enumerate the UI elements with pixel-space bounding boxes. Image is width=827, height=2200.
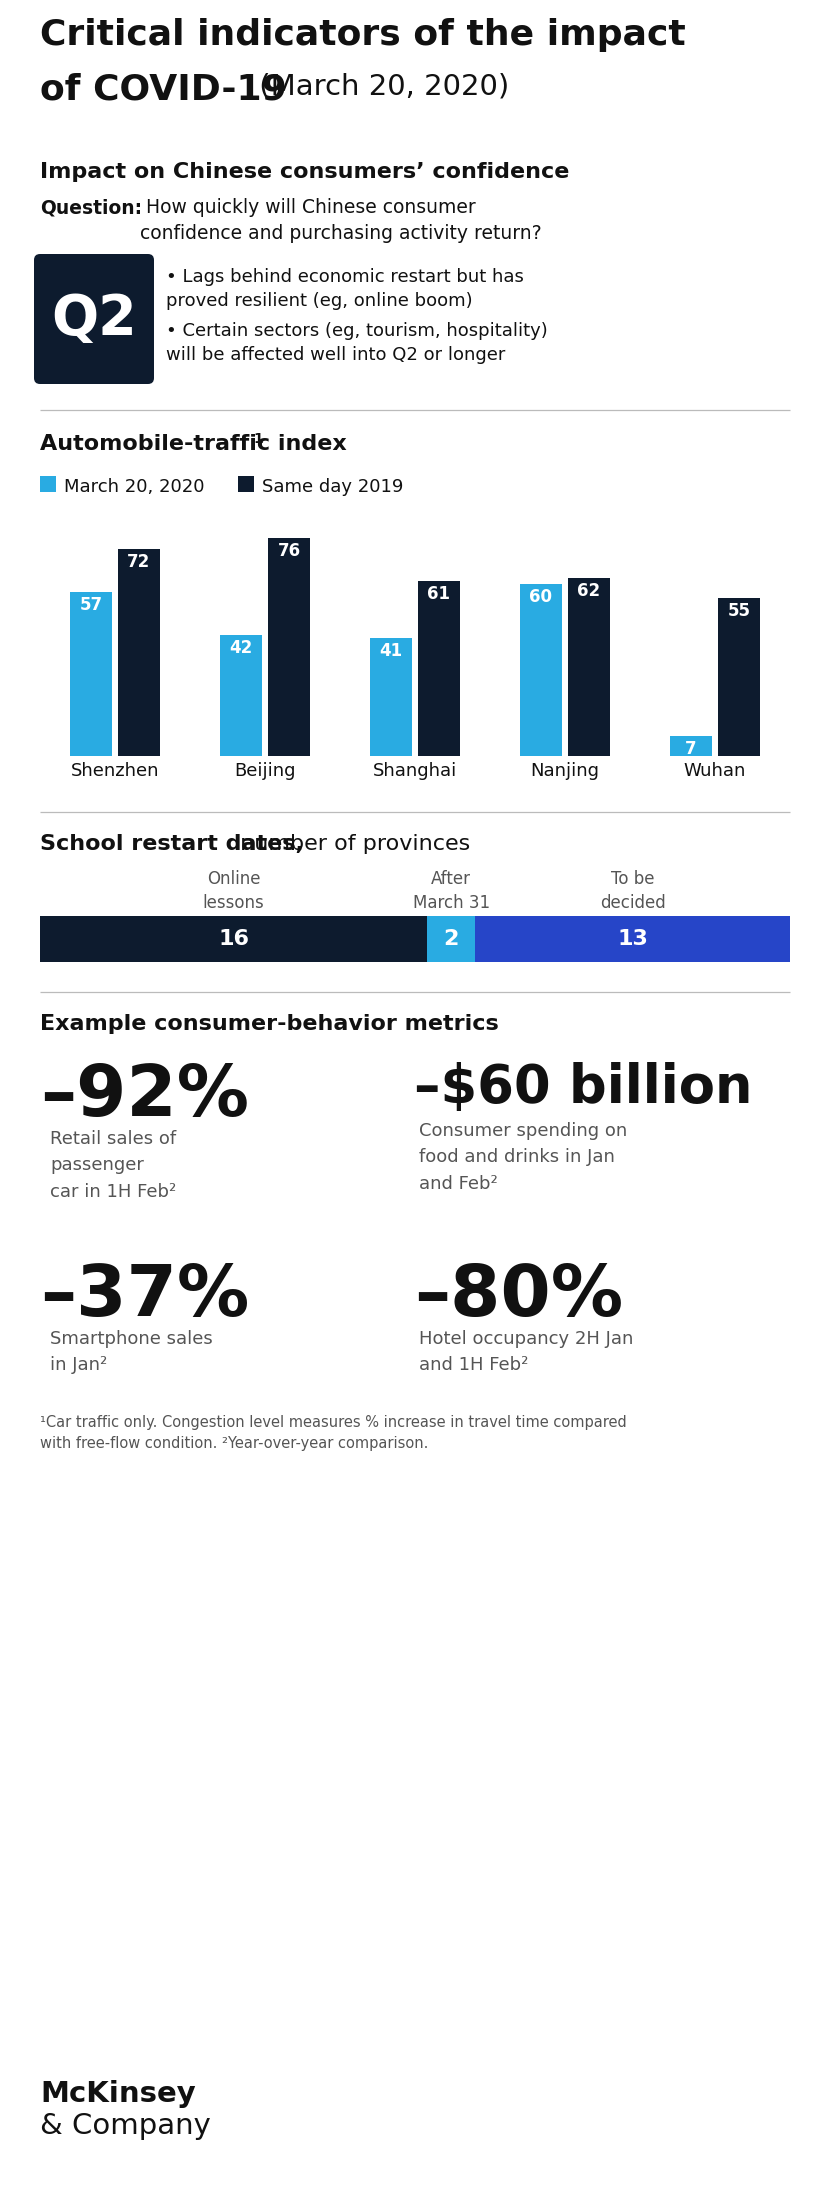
Text: 1: 1	[253, 431, 262, 447]
Text: Question:: Question:	[40, 198, 142, 218]
Text: 57: 57	[79, 596, 103, 614]
Text: McKinsey: McKinsey	[40, 2079, 195, 2108]
Text: Online
lessons: Online lessons	[203, 869, 264, 911]
Text: March 20, 2020: March 20, 2020	[64, 477, 204, 495]
Bar	[669, 735, 711, 757]
Text: 62: 62	[576, 581, 600, 601]
Text: Shanghai: Shanghai	[372, 761, 457, 781]
Bar	[118, 550, 160, 757]
FancyBboxPatch shape	[34, 253, 154, 385]
Text: –80%: –80%	[414, 1263, 623, 1331]
Text: (March 20, 2020): (March 20, 2020)	[250, 73, 509, 99]
Bar	[475, 915, 789, 961]
Bar	[40, 475, 56, 493]
Text: • Certain sectors (eg, tourism, hospitality)
will be affected well into Q2 or lo: • Certain sectors (eg, tourism, hospital…	[165, 321, 547, 365]
Text: Wuhan: Wuhan	[683, 761, 745, 781]
Text: 7: 7	[685, 739, 696, 757]
Text: Example consumer-behavior metrics: Example consumer-behavior metrics	[40, 1014, 498, 1034]
Text: 42: 42	[229, 640, 252, 658]
Text: • Lags behind economic restart but has
proved resilient (eg, online boom): • Lags behind economic restart but has p…	[165, 268, 523, 310]
Text: How quickly will Chinese consumer
confidence and purchasing activity return?: How quickly will Chinese consumer confid…	[140, 198, 541, 242]
Text: Impact on Chinese consumers’ confidence: Impact on Chinese consumers’ confidence	[40, 163, 569, 183]
Text: –92%: –92%	[40, 1063, 249, 1131]
Bar	[70, 592, 112, 757]
Text: Automobile-traffic index: Automobile-traffic index	[40, 433, 347, 453]
Text: 13: 13	[617, 928, 648, 948]
Text: Smartphone sales
in Jan²: Smartphone sales in Jan²	[50, 1331, 213, 1375]
Text: 41: 41	[379, 642, 402, 660]
Text: Hotel occupancy 2H Jan
and 1H Feb²: Hotel occupancy 2H Jan and 1H Feb²	[418, 1331, 633, 1375]
Text: 55: 55	[727, 603, 749, 620]
Bar	[418, 581, 460, 757]
Text: 72: 72	[127, 552, 151, 572]
Bar	[567, 579, 609, 757]
Bar	[268, 537, 309, 757]
Text: To be
decided: To be decided	[599, 869, 665, 911]
Text: & Company: & Company	[40, 2112, 211, 2141]
Bar	[717, 598, 759, 757]
Text: 60: 60	[528, 587, 552, 605]
Text: 61: 61	[427, 585, 450, 603]
Bar	[519, 583, 562, 757]
Text: 2: 2	[443, 928, 458, 948]
Text: Same day 2019: Same day 2019	[261, 477, 403, 495]
Text: 76: 76	[277, 541, 300, 559]
Text: –37%: –37%	[40, 1263, 249, 1331]
Text: Consumer spending on
food and drinks in Jan
and Feb²: Consumer spending on food and drinks in …	[418, 1122, 627, 1192]
Bar	[370, 638, 412, 757]
Text: Beijing: Beijing	[234, 761, 295, 781]
Text: After
March 31: After March 31	[412, 869, 490, 911]
Bar	[220, 636, 261, 757]
Text: School restart dates,: School restart dates,	[40, 834, 304, 854]
Text: number of provinces: number of provinces	[232, 834, 470, 854]
Text: Q2: Q2	[51, 293, 136, 345]
Text: of COVID-19: of COVID-19	[40, 73, 286, 106]
Text: ¹Car traffic only. Congestion level measures % increase in travel time compared
: ¹Car traffic only. Congestion level meas…	[40, 1415, 626, 1452]
Bar	[427, 915, 475, 961]
Text: Nanjing: Nanjing	[530, 761, 599, 781]
Bar	[40, 915, 427, 961]
Bar	[237, 475, 254, 493]
Text: Shenzhen: Shenzhen	[70, 761, 159, 781]
Text: –$60 billion: –$60 billion	[414, 1063, 752, 1113]
Text: 16: 16	[218, 928, 249, 948]
Text: Critical indicators of the impact: Critical indicators of the impact	[40, 18, 685, 53]
Text: Retail sales of
passenger
car in 1H Feb²: Retail sales of passenger car in 1H Feb²	[50, 1131, 176, 1201]
